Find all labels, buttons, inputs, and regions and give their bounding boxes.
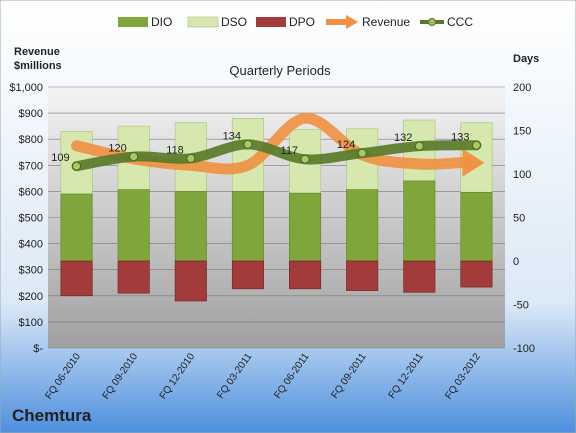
legend-swatch-dso — [187, 16, 219, 28]
right-tick-label: 0 — [513, 256, 519, 268]
right-tick-label: 150 — [513, 126, 531, 138]
ccc-data-label: 124 — [337, 139, 355, 151]
left-tick-label: $200 — [19, 291, 43, 303]
left-tick-label: $600 — [19, 186, 43, 198]
ccc-point — [357, 148, 367, 158]
bar-dio — [174, 191, 207, 262]
ccc-point — [471, 140, 481, 150]
legend-arrow-revenue — [346, 15, 358, 29]
company-name: Chemtura — [12, 406, 92, 425]
left-tick-label: $500 — [19, 213, 43, 225]
bar-dpo — [117, 260, 150, 294]
right-tick-label: 200 — [513, 82, 531, 94]
legend-label-revenue: Revenue — [362, 15, 410, 29]
bar-dio — [231, 191, 264, 262]
legend-swatch-dio — [118, 17, 148, 27]
ccc-point — [72, 161, 82, 171]
ccc-point — [186, 153, 196, 163]
bar-dpo — [174, 260, 207, 302]
bar-dio — [460, 191, 493, 262]
legend-label-dso: DSO — [221, 15, 247, 29]
ccc-series: 109 120 118 134 117 124 132 133 — [51, 130, 482, 172]
legend-swatch-dpo — [256, 17, 286, 27]
left-tick-label: $100 — [19, 317, 43, 329]
ccc-data-label: 120 — [108, 143, 126, 155]
ccc-point — [414, 141, 424, 151]
bar-dpo — [289, 260, 322, 290]
left-axis-title-line1: Revenue — [14, 46, 60, 58]
right-tick-label: -100 — [513, 343, 535, 355]
bar-dio — [60, 193, 93, 262]
left-tick-label: $700 — [19, 160, 43, 172]
bar-dio — [403, 180, 436, 262]
legend: DIO DSO DPO Revenue CCC — [118, 15, 473, 29]
right-tick-label: 50 — [513, 213, 525, 225]
bar-dio — [289, 192, 322, 262]
ccc-data-label: 134 — [223, 130, 241, 142]
bar-dio — [346, 189, 379, 262]
ccc-point — [300, 154, 310, 164]
legend-marker-ccc — [428, 18, 436, 26]
left-tick-label: $800 — [19, 134, 43, 146]
ccc-data-label: 118 — [166, 144, 184, 156]
left-axis-ticks: $- $100 $200 $300 $400 $500 $600 $700 $800 $900 $1… — [9, 82, 43, 355]
right-tick-label: -50 — [513, 300, 529, 312]
ccc-data-label: 109 — [51, 152, 69, 164]
ccc-line — [71, 139, 482, 172]
right-axis-ticks: -100 -50 0 50 100 150 200 — [513, 82, 535, 355]
bar-dpo — [460, 260, 493, 288]
ccc-data-label: 133 — [451, 131, 469, 143]
ccc-data-label: 132 — [394, 132, 412, 144]
bar-dio — [117, 189, 150, 262]
left-tick-label: $900 — [19, 108, 43, 120]
bar-dpo — [403, 260, 436, 293]
right-tick-label: 100 — [513, 169, 531, 181]
bar-dpo — [60, 260, 93, 297]
legend-label-ccc: CCC — [447, 15, 473, 29]
left-axis-title-line2: $millions — [14, 60, 62, 72]
ccc-point — [243, 139, 253, 149]
right-axis-title: Days — [513, 53, 539, 65]
left-tick-label: $400 — [19, 239, 43, 251]
legend-label-dio: DIO — [151, 15, 172, 29]
chart-title: Quarterly Periods — [229, 63, 331, 78]
left-tick-label: $300 — [19, 265, 43, 277]
left-tick-label: $1,000 — [9, 82, 43, 94]
legend-label-dpo: DPO — [289, 15, 315, 29]
bar-dpo — [346, 260, 379, 291]
revenue-arrowhead — [462, 148, 485, 177]
left-tick-label: $- — [33, 343, 43, 355]
ccc-data-label: 117 — [281, 145, 299, 157]
ccc-point — [129, 152, 139, 162]
bar-dpo — [231, 260, 264, 290]
